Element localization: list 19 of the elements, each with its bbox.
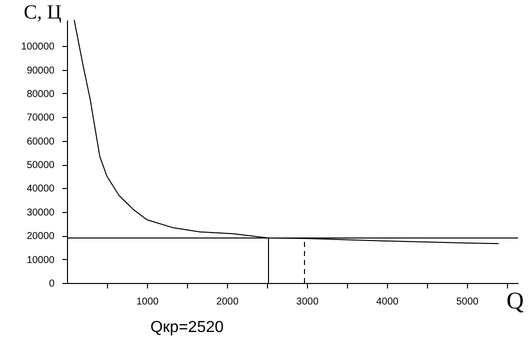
y-axis-title: С, Ц <box>24 2 62 24</box>
y-tick-label: 60000 <box>26 136 55 148</box>
y-tick-label: 0 <box>48 278 55 290</box>
y-tick-label: 100000 <box>21 42 55 53</box>
x-tick-label: 4000 <box>376 296 399 308</box>
y-tick-label: 90000 <box>26 65 55 76</box>
x-tick-label: 3000 <box>296 296 319 308</box>
y-tick-label: 40000 <box>26 184 55 195</box>
x-tick-label: 1000 <box>136 296 160 308</box>
text: Qкр=2520 <box>150 319 224 336</box>
x-axis-title: Q <box>506 288 524 314</box>
x-tick-label: 5000 <box>456 296 479 308</box>
y-tick-label: 20000 <box>26 231 55 242</box>
x-tick-label: 2000 <box>216 296 239 308</box>
y-tick-label: 10000 <box>26 254 55 266</box>
y-tick-label: 70000 <box>26 112 55 124</box>
y-tick-label: 30000 <box>26 207 55 218</box>
y-tick-label: 50000 <box>26 160 55 172</box>
y-tick-label: 80000 <box>26 88 55 100</box>
